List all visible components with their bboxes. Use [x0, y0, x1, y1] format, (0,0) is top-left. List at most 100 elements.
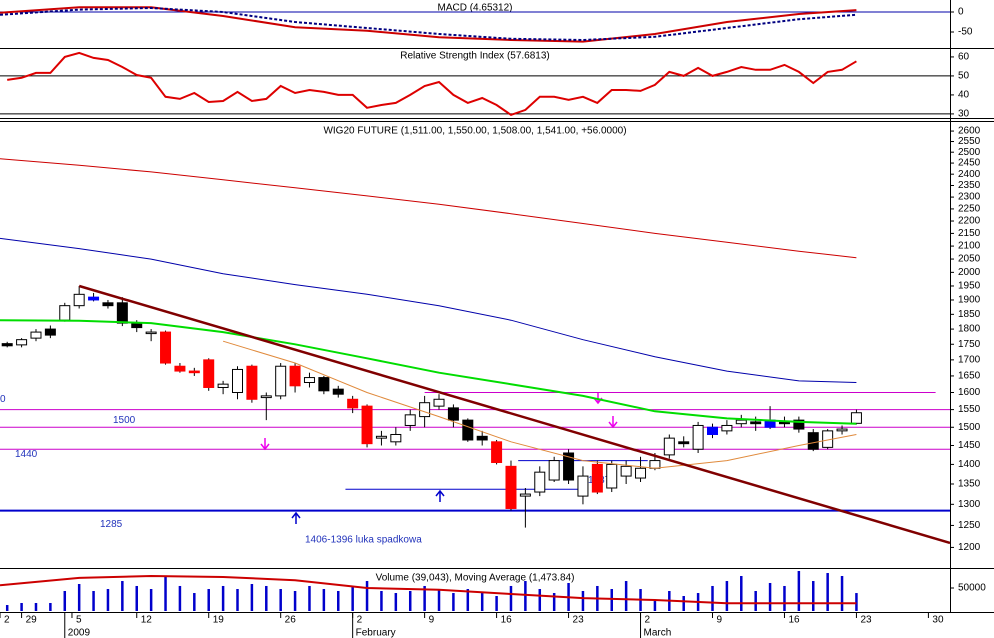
x-tick-label: 23: [573, 615, 585, 626]
y-tick-label: 2300: [958, 192, 981, 203]
volume-bar: [725, 581, 729, 611]
x-tick-label: 9: [429, 615, 435, 626]
volume-bar: [193, 593, 196, 611]
candle-body: [375, 435, 387, 439]
x-tick-label: 12: [141, 615, 153, 626]
candle-body: [203, 359, 215, 388]
y-tick-label: 1750: [958, 339, 981, 350]
y-tick-label: 1850: [958, 309, 981, 320]
candle-body: [678, 441, 690, 445]
candle-body: [246, 365, 258, 400]
volume-bar: [783, 585, 786, 611]
y-tick-label: 1950: [958, 281, 981, 292]
overlay-line: [0, 237, 857, 383]
annotation: 1406-1396 luka spadkowa: [305, 535, 422, 546]
x-tick-label: 26: [285, 615, 297, 626]
volume-bar: [63, 590, 67, 611]
candle-body: [347, 398, 359, 409]
volume-bar: [337, 590, 340, 611]
volume-bar: [178, 585, 182, 611]
y-tick-label: 1800: [958, 324, 981, 335]
x-tick-label: 5: [76, 615, 82, 626]
volume-bar: [293, 590, 297, 611]
candle-body: [102, 302, 114, 307]
candle-body: [318, 377, 330, 392]
volume-bar: [77, 584, 81, 611]
candle-body: [692, 424, 704, 450]
month-label: February: [356, 628, 396, 638]
candle-body: [361, 405, 373, 445]
volume-bar: [855, 593, 858, 611]
volume-bar: [754, 590, 757, 611]
candle-body: [836, 428, 848, 432]
x-tick-label: 23: [860, 615, 872, 626]
volume-bar: [437, 589, 441, 611]
overlay-line: [0, 574, 857, 605]
y-tick-label: 1900: [958, 295, 981, 306]
y-tick-label: 40: [958, 90, 970, 101]
volume-bar: [265, 585, 268, 611]
volume-bar: [610, 589, 613, 611]
y-tick-label: 1700: [958, 355, 981, 366]
level-label: 0: [0, 394, 6, 405]
candle-body: [663, 437, 675, 456]
volume-bar: [351, 585, 354, 611]
y-tick-label: 1500: [958, 422, 981, 433]
volume-bar: [5, 605, 9, 611]
volume-bar: [106, 589, 110, 611]
up-arrow: [291, 511, 301, 524]
candle-body: [232, 368, 243, 394]
volume-bar: [365, 581, 369, 611]
volume-bar: [423, 585, 426, 611]
candle-body: [1, 343, 13, 347]
candle-body: [59, 305, 71, 321]
candle-body: [44, 328, 56, 336]
candle-body: [462, 419, 474, 441]
y-tick-label: 1450: [958, 440, 981, 451]
volume-bar: [149, 589, 153, 611]
y-tick-label: 0: [958, 7, 964, 18]
volume-bar: [711, 585, 714, 611]
candle-body: [131, 322, 143, 329]
y-tick-label: 2150: [958, 228, 981, 239]
overlay-line: [0, 158, 857, 259]
candle-body: [88, 296, 100, 301]
candle-body: [750, 421, 762, 425]
volume-bar: [164, 576, 167, 611]
x-tick-label: 2: [645, 615, 651, 626]
candle-body: [73, 293, 85, 307]
volume-bar: [250, 584, 254, 611]
volume-bar: [812, 581, 815, 611]
candle-body: [16, 339, 28, 346]
volume-bar: [538, 589, 542, 611]
y-tick-label: 1550: [958, 404, 981, 415]
up-arrow: [435, 489, 445, 502]
candle-body: [188, 370, 200, 374]
candle-body: [548, 460, 560, 481]
volume-bar: [221, 585, 225, 611]
y-tick-label: 2500: [958, 147, 981, 158]
panel-title: Volume (39,043), Moving Average (1,473.8…: [376, 573, 575, 584]
y-tick-label: 1300: [958, 499, 981, 510]
y-tick-label: 2200: [958, 216, 981, 227]
candle-body: [519, 493, 531, 497]
level-label: 1440: [15, 449, 38, 460]
y-tick-label: 1200: [958, 542, 981, 553]
candle-body: [260, 395, 272, 399]
panel-title: WIG20 FUTURE (1,511.00, 1,550.00, 1,508.…: [323, 126, 626, 137]
y-tick-label: 50000: [958, 583, 986, 594]
candle-body: [275, 365, 287, 397]
volume-bar: [236, 589, 239, 611]
level-label: 1285: [100, 519, 123, 530]
volume-bar: [466, 589, 470, 611]
candle-body: [721, 424, 733, 432]
series-line: [7, 51, 857, 117]
volume-bar: [840, 576, 844, 611]
volume-bar: [121, 581, 124, 611]
y-tick-label: 1400: [958, 459, 981, 470]
x-tick-label: 30: [932, 615, 944, 626]
candle-body: [289, 365, 301, 387]
y-tick-label: 1350: [958, 479, 981, 490]
volume-bar: [380, 590, 383, 611]
